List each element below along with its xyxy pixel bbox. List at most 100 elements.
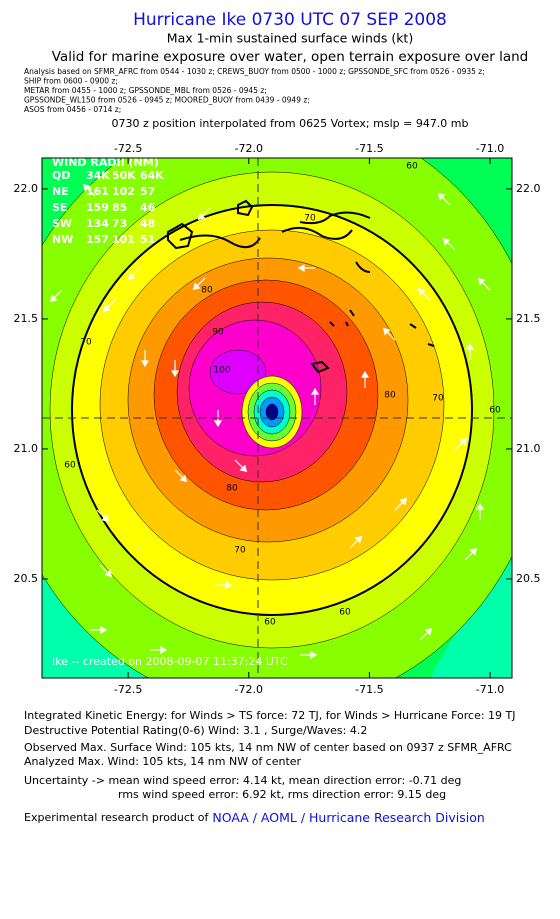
arrow-head: [197, 212, 206, 221]
x-tick-label: -71.5: [355, 683, 383, 696]
analysis-line: GPSSONDE_WL150 from 0526 - 0945 z; MOORE…: [24, 96, 310, 105]
title: Hurricane Ike 0730 UTC 07 SEP 2008: [133, 10, 447, 30]
arrow-head: [465, 342, 475, 350]
radii-header: QD: [52, 169, 70, 182]
y-tick-label: 22.0: [14, 182, 39, 195]
y-tick-label: 21.5: [516, 312, 541, 325]
arrow-head: [437, 192, 446, 201]
arrow-head: [360, 370, 370, 378]
arrow-head: [297, 263, 305, 273]
footer-line: Destructive Potential Rating(0-6) Wind: …: [24, 724, 367, 737]
radii-cell: 48: [140, 217, 155, 230]
footer-line: Integrated Kinetic Energy: for Winds > T…: [24, 709, 516, 722]
arrow-head: [424, 627, 433, 636]
radii-cell: 101: [112, 233, 135, 246]
contour-label: 60: [264, 618, 276, 628]
y-tick-label: 22.0: [516, 182, 541, 195]
y-tick-label: 21.0: [14, 442, 39, 455]
credit: Ike -- created on 2008-09-07 11:37:24 UT…: [52, 655, 288, 668]
radii-header: 50K: [112, 169, 136, 182]
x-tick-label: -71.0: [476, 142, 504, 155]
hrd-link[interactable]: NOAA / AOML / Hurricane Research Divisio…: [212, 810, 484, 825]
arrow-head: [140, 360, 150, 368]
arrow-head: [82, 183, 91, 192]
island: [355, 261, 371, 273]
radii-cell: SE: [52, 201, 67, 214]
wind-band: [209, 349, 267, 395]
x-tick-label: -72.5: [114, 683, 142, 696]
wind-arrows: [49, 183, 491, 660]
arrow-head: [49, 294, 58, 303]
arrow-head: [417, 287, 426, 296]
contour-label: 70: [80, 338, 92, 348]
contour-label: 100: [213, 366, 230, 376]
arrow-head: [310, 387, 320, 395]
coastline: [167, 199, 435, 374]
map-frame: [41, 157, 513, 679]
contour-label: 80: [384, 391, 396, 401]
subtitle: Max 1-min sustained surface winds (kt): [167, 31, 413, 46]
arrow-head: [477, 277, 486, 286]
map-area: 60 70 80 90 100 60 80 70 60 60 80 70 60 70 WIND RADII…: [42, 156, 512, 678]
axes: -72.5 -72.5 -72.0 -72.0 -71.5 -71.5 -71.0 -71.0…: [14, 142, 541, 696]
island: [329, 309, 355, 327]
analysis-line: ASOS from 0456 - 0714 z;: [24, 105, 121, 114]
x-tick-label: -72.0: [235, 142, 263, 155]
arrow-head: [213, 420, 223, 428]
analysis-line: METAR from 0455 - 1000 z; GPSSONDE_MBL f…: [24, 86, 267, 95]
y-tick-label: 20.5: [14, 572, 39, 585]
product-text: Experimental research product of: [24, 811, 209, 824]
radii-cell: NW: [52, 233, 73, 246]
arrow-head: [179, 474, 188, 483]
footer-line: Uncertainty -> mean wind speed error: 4.…: [24, 774, 461, 787]
y-tick-label: 21.0: [516, 442, 541, 455]
footer-line: rms wind speed error: 6.92 kt, rms direc…: [118, 788, 446, 801]
arrow-head: [225, 580, 233, 590]
y-tick-label: 21.5: [14, 312, 39, 325]
product-line: Experimental research product of NOAA / A…: [24, 810, 485, 825]
analysis-lines: Analysis based on SFMR_AFRC from 0544 - …: [24, 67, 485, 114]
radii-cell: 46: [140, 201, 156, 214]
radii-cell: 134: [86, 217, 109, 230]
contour-label: 60: [489, 406, 501, 416]
radii-cell: 57: [140, 185, 155, 198]
radii-cell: SW: [52, 217, 72, 230]
arrow-head: [310, 650, 318, 660]
eye-ring: [265, 403, 279, 421]
contour-label: 80: [226, 484, 238, 494]
arrow-head: [101, 514, 110, 523]
island: [281, 226, 353, 240]
position-line: 0730 z position interpolated from 0625 V…: [111, 117, 468, 130]
contour-label: 60: [339, 608, 351, 618]
wind-radii-table: WIND RADII (NM)QD 34K 50K 64K NE 161 102 57 SE 15…: [52, 156, 164, 246]
arrow-head: [354, 535, 363, 544]
radii-cell: 161: [86, 185, 109, 198]
arrow-head: [399, 497, 408, 506]
radii-cell: 157: [86, 233, 109, 246]
radii-title: WIND RADII (NM): [52, 156, 159, 169]
analysis-line: SHIP from 0600 - 0900 z;: [24, 77, 118, 86]
x-tick-label: -72.5: [114, 142, 142, 155]
contour-label: 80: [201, 286, 213, 296]
radii-cell: 73: [112, 217, 127, 230]
arrow-head: [442, 237, 451, 246]
arrow-head: [469, 547, 478, 556]
footer: Integrated Kinetic Energy: for Winds > T…: [24, 709, 516, 801]
arrow-head: [170, 370, 180, 378]
arrow-head: [100, 625, 108, 635]
arrow-head: [160, 645, 168, 655]
contour-label: 70: [304, 214, 316, 224]
arrow-head: [102, 304, 111, 313]
arrow-head: [104, 569, 113, 578]
contour-label: 60: [406, 162, 418, 172]
footer-line: Observed Max. Surface Wind: 105 kts, 14 …: [24, 741, 512, 754]
radii-cell: NE: [52, 185, 69, 198]
radii-cell: 51: [140, 233, 155, 246]
valid-line: Valid for marine exposure over water, op…: [52, 49, 529, 65]
island: [237, 199, 254, 217]
contour-label: 90: [212, 328, 224, 338]
x-tick-label: -72.0: [235, 683, 263, 696]
x-tick-label: -71.5: [355, 142, 383, 155]
analysis-line: Analysis based on SFMR_AFRC from 0544 - …: [24, 67, 485, 76]
